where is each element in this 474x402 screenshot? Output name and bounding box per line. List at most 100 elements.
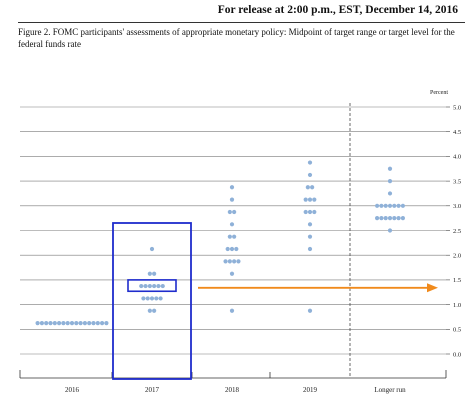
dot-point: [307, 234, 313, 239]
dot-point: [307, 197, 313, 202]
dot-point: [143, 283, 148, 289]
dot-point: [303, 197, 308, 202]
dot-point: [149, 296, 155, 301]
dot-point: [149, 246, 155, 252]
y-tick-label: 2.5: [453, 228, 461, 235]
dot-point: [234, 246, 239, 252]
dot-point: [392, 203, 397, 208]
dot-point: [312, 209, 317, 215]
dot-point: [379, 203, 384, 208]
dot-point: [229, 271, 235, 276]
dot-point: [152, 271, 157, 276]
dot-point: [52, 321, 57, 326]
dot-point: [95, 321, 100, 326]
dot-point: [387, 216, 393, 221]
annotations: [112, 222, 438, 380]
highlight-box-2017: [112, 222, 192, 380]
dot-point: [307, 209, 313, 215]
release-note: For release at 2:00 p.m., EST, December …: [217, 4, 458, 16]
arrow-head: [427, 283, 438, 293]
dot-point: [400, 203, 405, 208]
dot-point: [152, 308, 157, 313]
dot-point: [65, 321, 70, 326]
dot-point: [104, 321, 109, 326]
dot-point: [232, 234, 237, 239]
dot-point: [69, 321, 75, 326]
dot-point: [375, 203, 380, 208]
dot-point: [229, 197, 235, 202]
dot-point: [387, 166, 393, 171]
caption-rule: [18, 22, 465, 23]
dot-point: [307, 222, 313, 227]
dot-point: [139, 283, 144, 289]
dot-point: [158, 296, 163, 301]
dot-point: [392, 216, 397, 221]
x-tick-label: 2018: [225, 386, 240, 394]
dot-point: [307, 246, 313, 252]
dot-point: [141, 296, 146, 301]
x-tick-label: 2017: [145, 386, 160, 394]
dot-point: [387, 191, 393, 196]
dot-point: [44, 321, 49, 326]
y-tick-label: 0.5: [453, 327, 461, 334]
dot-point: [145, 296, 150, 301]
y-tick-label: 4.5: [453, 129, 461, 136]
dot-point: [35, 321, 40, 326]
dot-point: [100, 321, 105, 326]
dot-point: [305, 185, 310, 190]
figure-caption: Figure 2. FOMC participants' assessments…: [18, 27, 455, 49]
dot-point: [74, 321, 79, 326]
dot-point: [375, 216, 380, 221]
dot-point: [223, 259, 228, 264]
y-tick-label: 1.0: [453, 302, 461, 309]
dot-point: [383, 216, 388, 221]
dot-point: [156, 283, 161, 289]
dot-point: [39, 321, 45, 326]
x-tick-label: 2016: [65, 386, 80, 394]
dot-point: [48, 321, 53, 326]
dot-point: [387, 203, 393, 208]
dot-point: [307, 172, 313, 178]
dot-point: [303, 209, 308, 215]
y-tick-label: 2.0: [453, 253, 461, 260]
dot-point: [307, 160, 313, 165]
y-tick-label: 0.0: [453, 351, 461, 358]
dot-point: [232, 209, 237, 215]
dot-point: [87, 321, 92, 326]
x-tick-label: Longer run: [374, 386, 406, 394]
dot-point: [227, 209, 232, 215]
tick-labels: 0.0 0.5 1.0 1.5 2.0 2.5 3.0 3.5 4.0 4.5 5.0 Percent…: [65, 90, 461, 394]
y-tick-label: 3.5: [453, 178, 461, 185]
dot-point: [154, 296, 159, 301]
x-tick-label: 2019: [303, 386, 318, 394]
dot-point: [387, 179, 393, 184]
dot-point: [152, 283, 157, 289]
dot-point: [82, 321, 87, 326]
dot-point: [61, 321, 66, 326]
y-tick-label: 4.0: [453, 154, 461, 161]
dot-point: [227, 234, 232, 239]
dot-point: [160, 283, 165, 289]
dot-point: [396, 203, 401, 208]
y-tick-label: 1.5: [453, 277, 461, 284]
dot-point: [147, 283, 152, 289]
dot-point: [400, 216, 405, 221]
y-tick-label: 5.0: [453, 104, 461, 111]
dot-point: [379, 216, 384, 221]
dot-point: [383, 203, 388, 208]
dot-point: [229, 308, 235, 313]
dot-point: [227, 259, 232, 264]
dot-point: [310, 185, 315, 190]
dot-point: [396, 216, 401, 221]
dot-point: [307, 308, 313, 313]
gridlines: [20, 106, 446, 355]
dots: [35, 160, 405, 326]
median-box-2017: [127, 279, 177, 293]
y-tick-label: 3.0: [453, 203, 461, 210]
dot-point: [229, 222, 235, 227]
dot-point: [91, 321, 96, 326]
dot-point: [232, 259, 237, 264]
dot-point: [147, 308, 152, 313]
dot-point: [312, 197, 317, 202]
